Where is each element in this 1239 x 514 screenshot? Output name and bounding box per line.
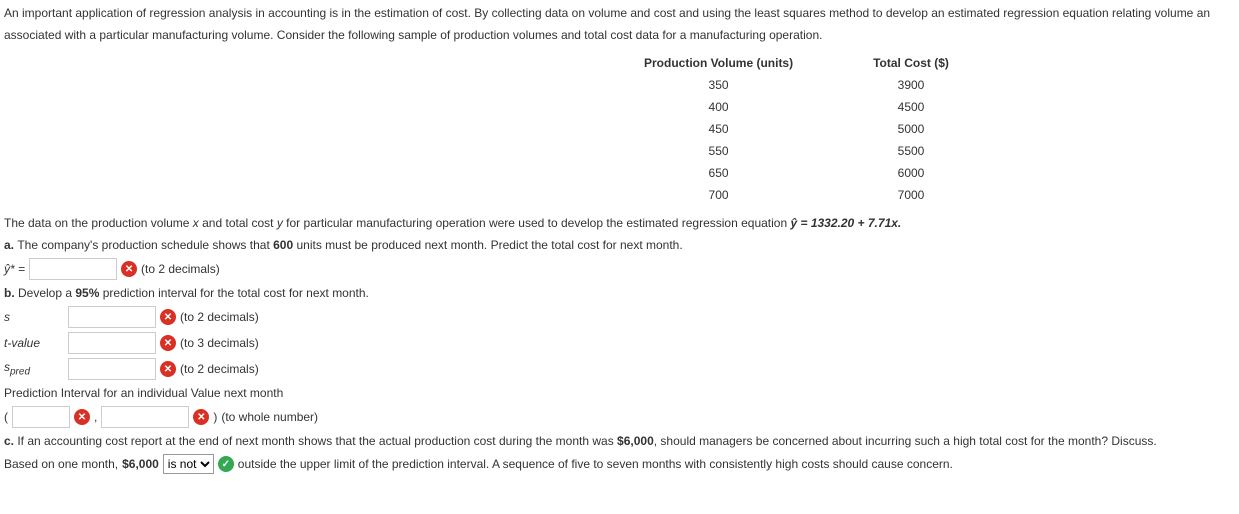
x-icon: ✕ xyxy=(160,361,176,377)
part-b-label: b. xyxy=(4,286,18,300)
spred-row: spred ✕ (to 2 decimals) xyxy=(4,358,1239,380)
t-input[interactable] xyxy=(68,332,156,354)
part-c: c. If an accounting cost report at the e… xyxy=(4,432,1239,450)
cell: 700 xyxy=(604,184,833,206)
x-icon: ✕ xyxy=(74,409,90,425)
final-cost: $6,000 xyxy=(122,457,159,471)
yhat-row: ŷ* = ✕ (to 2 decimals) xyxy=(4,258,1239,280)
s-input[interactable] xyxy=(68,306,156,328)
cell: 350 xyxy=(604,74,833,96)
concern-dropdown[interactable]: is not xyxy=(163,454,214,474)
cell: 6000 xyxy=(833,162,989,184)
cell: 550 xyxy=(604,140,833,162)
interval-upper-input[interactable] xyxy=(101,406,189,428)
final-post: outside the upper limit of the predictio… xyxy=(238,457,953,471)
cost-value: $6,000 xyxy=(617,434,654,448)
x-icon: ✕ xyxy=(160,309,176,325)
part-c-text: If an accounting cost report at the end … xyxy=(17,434,1156,448)
yhat-label: ŷ* = xyxy=(4,262,25,276)
final-row: Based on one month, $6,000 is not ✓ outs… xyxy=(4,454,1239,474)
table-row: 4505000 xyxy=(604,118,989,140)
cell: 3900 xyxy=(833,74,989,96)
precision-note: (to 2 decimals) xyxy=(180,310,259,324)
s-row: s ✕ (to 2 decimals) xyxy=(4,306,1239,328)
data-table: Production Volume (units) Total Cost ($)… xyxy=(604,52,989,206)
t-row: t-value ✕ (to 3 decimals) xyxy=(4,332,1239,354)
x-icon: ✕ xyxy=(121,261,137,277)
table-row: 4004500 xyxy=(604,96,989,118)
precision-note: (to 2 decimals) xyxy=(141,262,220,276)
check-icon: ✓ xyxy=(218,456,234,472)
pct-value: 95% xyxy=(75,286,99,300)
part-b-text: Develop a 95% prediction interval for th… xyxy=(18,286,369,300)
part-a: a. The company's production schedule sho… xyxy=(4,236,1239,254)
text: The data on the production volume xyxy=(4,216,193,230)
intro-paragraph-2: associated with a particular manufacturi… xyxy=(4,26,1239,44)
regression-line: The data on the production volume x and … xyxy=(4,214,1239,232)
x-icon: ✕ xyxy=(160,335,176,351)
cell: 7000 xyxy=(833,184,989,206)
yhat-input[interactable] xyxy=(29,258,117,280)
x-icon: ✕ xyxy=(193,409,209,425)
paren-open: ( xyxy=(4,410,8,424)
t-label: t-value xyxy=(4,336,64,350)
cell: 5500 xyxy=(833,140,989,162)
spred-label: spred xyxy=(4,360,64,377)
part-a-label: a. xyxy=(4,238,17,252)
comma: , xyxy=(94,410,97,424)
part-b: b. Develop a 95% prediction interval for… xyxy=(4,284,1239,302)
precision-note: (to whole number) xyxy=(221,410,318,424)
precision-note: (to 2 decimals) xyxy=(180,362,259,376)
table-row: 6506000 xyxy=(604,162,989,184)
intro-paragraph-1: An important application of regression a… xyxy=(4,4,1239,22)
cell: 4500 xyxy=(833,96,989,118)
table-header-cost: Total Cost ($) xyxy=(833,52,989,74)
units-value: 600 xyxy=(273,238,293,252)
paren-close: ) xyxy=(213,410,217,424)
cell: 5000 xyxy=(833,118,989,140)
cell: 650 xyxy=(604,162,833,184)
interval-lower-input[interactable] xyxy=(12,406,70,428)
spred-input[interactable] xyxy=(68,358,156,380)
pred-interval-line: Prediction Interval for an individual Va… xyxy=(4,384,1239,402)
precision-note: (to 3 decimals) xyxy=(180,336,259,350)
part-a-text: The company's production schedule shows … xyxy=(17,238,682,252)
text: and total cost xyxy=(199,216,277,230)
cell: 450 xyxy=(604,118,833,140)
text: for particular manufacturing operation w… xyxy=(283,216,791,230)
cell: 400 xyxy=(604,96,833,118)
table-row: 5505500 xyxy=(604,140,989,162)
interval-row: ( ✕ , ✕ ) (to whole number) xyxy=(4,406,1239,428)
table-row: 3503900 xyxy=(604,74,989,96)
equation: ŷ = 1332.20 + 7.71x. xyxy=(790,216,901,230)
table-row: 7007000 xyxy=(604,184,989,206)
s-label: s xyxy=(4,310,64,324)
table-header-volume: Production Volume (units) xyxy=(604,52,833,74)
part-c-label: c. xyxy=(4,434,17,448)
final-pre: Based on one month, xyxy=(4,457,118,471)
